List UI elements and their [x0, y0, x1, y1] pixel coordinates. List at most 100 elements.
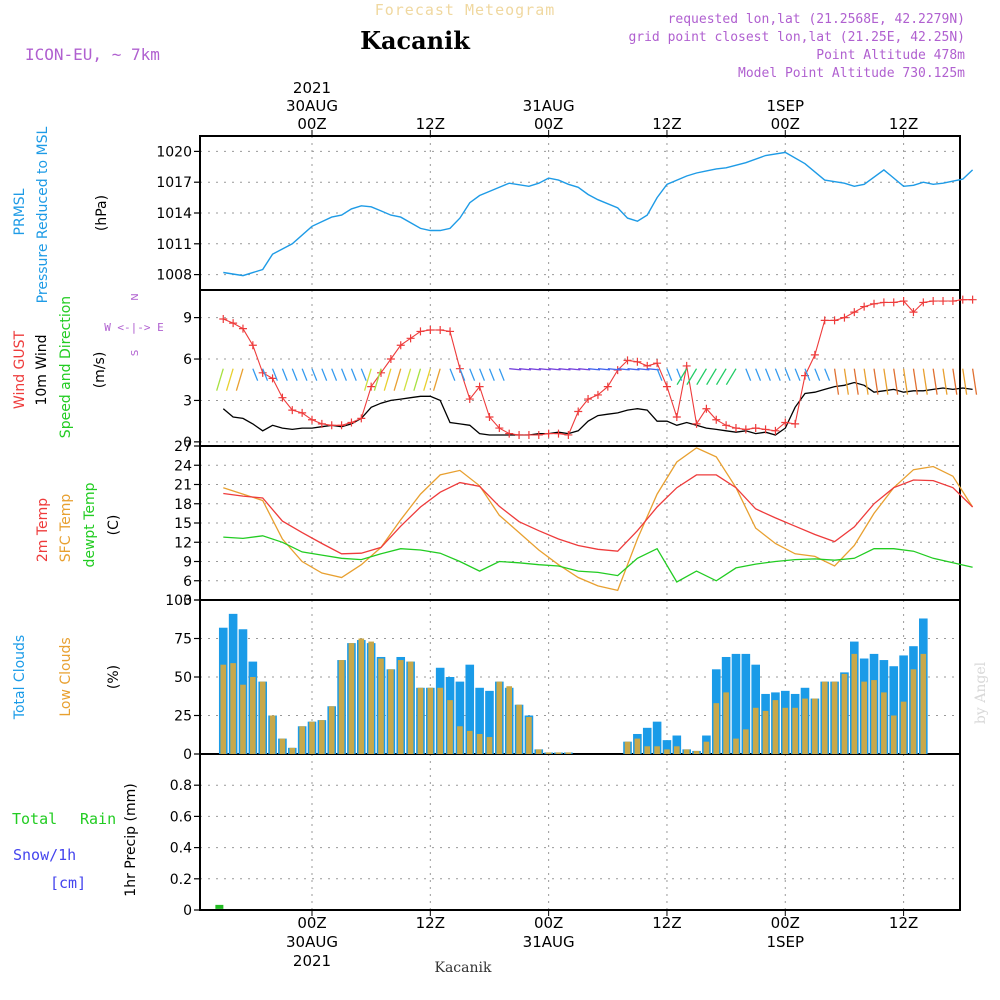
gust-marker — [406, 334, 415, 343]
low-cloud-bar — [269, 715, 276, 754]
total-cloud-bar — [455, 681, 465, 754]
low-cloud-bar — [299, 726, 305, 754]
top-date-label: 1SEP — [766, 97, 804, 115]
y-tick-label: 0 — [183, 903, 192, 919]
top-hour-label: 12Z — [889, 115, 918, 133]
total-cloud-bar — [741, 653, 751, 754]
low-cloud-bar — [526, 717, 532, 754]
wind-direction-arrow — [403, 368, 412, 391]
low-cloud-bar — [703, 741, 710, 754]
gust-marker — [248, 341, 257, 350]
low-cloud-bar — [792, 707, 798, 754]
gust-marker — [416, 327, 425, 336]
y-tick-label: 3 — [183, 593, 192, 609]
low-cloud-bar — [634, 738, 641, 754]
y-tick-label: 1011 — [156, 237, 192, 253]
wind-10m-line — [222, 381, 973, 436]
low-cloud-bar — [871, 680, 877, 754]
time-axes: 00Z 00Z 12Z 12Z 00Z 00Z 12Z 12Z 00Z 00Z 12Z 12Z 30AU… — [286, 79, 918, 970]
gust-marker — [939, 297, 948, 306]
low-cloud-bar — [319, 720, 325, 754]
low-cloud-bar — [900, 701, 907, 754]
wind-direction-arrow — [331, 368, 338, 381]
low-cloud-bar — [545, 752, 552, 754]
low-cloud-bar — [328, 706, 335, 754]
wind-direction-arrow — [235, 368, 244, 391]
wind-direction-arrow — [755, 368, 762, 381]
bottom-date-label: 31AUG — [523, 933, 575, 951]
wind-direction-arrow — [548, 368, 561, 371]
wind-direction-arrow — [301, 368, 308, 381]
wind-direction-arrow — [745, 368, 752, 381]
wind-direction-arrow — [423, 368, 431, 391]
y-tick-label: 24 — [174, 458, 192, 474]
wind-direction-arrow — [393, 368, 402, 391]
gust-marker — [899, 297, 908, 306]
precip-unit: 1hr Precip (mm) — [123, 783, 139, 896]
pressure-unit: (hPa) — [94, 195, 110, 231]
wind-direction-arrow — [912, 368, 919, 395]
y-tick-label: 0.2 — [170, 872, 192, 888]
wind-direction-arrow — [696, 368, 707, 386]
gust-marker — [238, 324, 247, 333]
panel-1: 0 3 6 9 — [183, 289, 961, 451]
gust-marker — [791, 419, 800, 428]
gust-marker — [308, 415, 316, 424]
gust-marker — [958, 295, 967, 304]
wind-direction-arrow — [568, 368, 581, 371]
chart-title: Forecast Meteogram — [375, 1, 556, 19]
wind-direction-arrow — [518, 368, 532, 371]
gust-marker — [968, 295, 977, 304]
top-date-label: 30AUG — [286, 97, 338, 115]
gust-marker — [357, 414, 366, 423]
low-cloud-bar — [486, 737, 493, 754]
wind-direction-arrow — [578, 368, 591, 371]
bottom-date-label: 1SEP — [766, 933, 804, 951]
low-cloud-bar — [733, 738, 739, 754]
wind-direction-arrow — [363, 368, 372, 391]
wind-direction-arrow — [637, 368, 650, 371]
pressure-line — [223, 151, 974, 277]
wind-direction-arrow — [538, 368, 551, 371]
location-title: Kacanik — [360, 26, 471, 55]
gust-marker — [840, 313, 849, 322]
gust-marker — [505, 429, 514, 438]
wind-direction-arrow — [498, 368, 505, 381]
wind-direction-arrow — [952, 368, 958, 395]
y-tick-label: 1020 — [156, 144, 192, 160]
wind-direction-arrow — [686, 368, 698, 386]
wind-direction-arrow — [216, 368, 224, 391]
low-cloud-bar — [279, 738, 286, 754]
wind-direction-arrow — [666, 368, 673, 381]
y-tick-label: 0.6 — [170, 809, 192, 825]
wind-direction-arrow — [449, 368, 456, 381]
low-cloud-bar — [230, 663, 236, 754]
top-hour-label: 00Z — [534, 115, 563, 133]
total-cloud-bar — [731, 653, 741, 754]
gust-marker — [367, 382, 376, 391]
gust-marker — [643, 361, 652, 370]
wind-direction-arrow — [764, 368, 771, 381]
low-cloud-bar — [693, 750, 700, 754]
y-tick-label: 18 — [174, 497, 192, 513]
wind-direction-arrow — [922, 368, 928, 395]
gust-marker — [751, 424, 760, 433]
precip-cm-label: [cm] — [50, 874, 86, 892]
top-hour-label: 12Z — [652, 115, 681, 133]
low-cloud-bar — [447, 700, 453, 754]
gust-marker — [653, 359, 662, 368]
low-cloud-bar — [338, 660, 345, 754]
wind-direction-arrow — [311, 368, 318, 381]
wind-direction-arrow — [252, 368, 259, 381]
panel-2: 3 6 9 12 15 18 21 24 27 — [174, 439, 961, 609]
compass-n: N — [130, 293, 141, 300]
compass-we: W <-|-> E — [104, 321, 164, 334]
wind-direction-arrow — [558, 368, 571, 371]
gust-marker — [771, 426, 780, 435]
gust-marker — [731, 424, 740, 433]
wind-direction-arrow — [281, 368, 288, 381]
low-cloud-bar — [368, 641, 374, 754]
low-cloud-bar — [762, 710, 769, 754]
low-cloud-bar — [250, 677, 256, 754]
low-cloud-bar — [565, 752, 572, 754]
